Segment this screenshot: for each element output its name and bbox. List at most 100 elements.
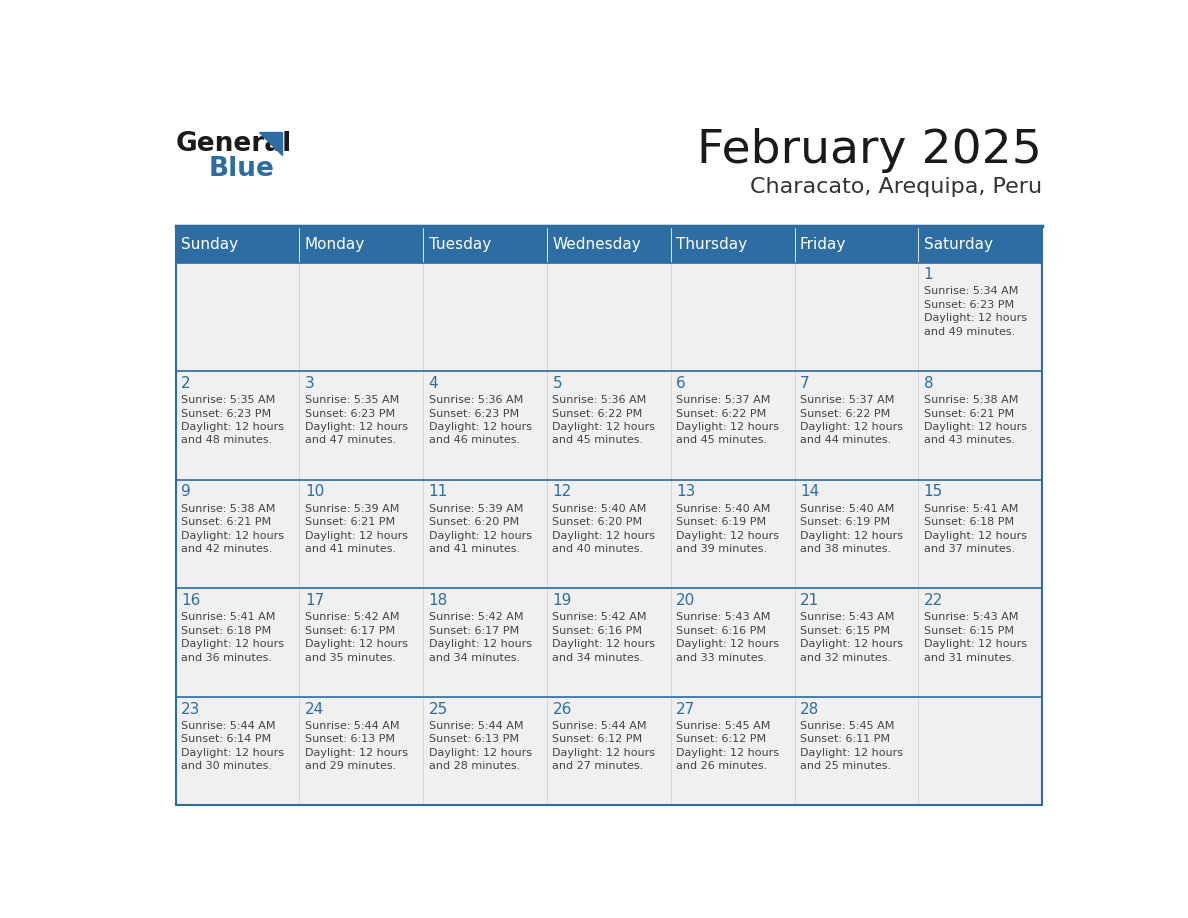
Text: and 41 minutes.: and 41 minutes. (305, 544, 396, 554)
Text: Sunset: 6:13 PM: Sunset: 6:13 PM (429, 734, 519, 744)
Text: Daylight: 12 hours: Daylight: 12 hours (305, 422, 407, 432)
Text: Sunset: 6:21 PM: Sunset: 6:21 PM (305, 517, 394, 527)
Text: Sunset: 6:19 PM: Sunset: 6:19 PM (676, 517, 766, 527)
Text: Sunset: 6:13 PM: Sunset: 6:13 PM (305, 734, 394, 744)
Text: 9: 9 (181, 485, 191, 499)
Text: Sunrise: 5:36 AM: Sunrise: 5:36 AM (552, 395, 646, 405)
Text: Daylight: 12 hours: Daylight: 12 hours (676, 531, 779, 541)
Text: Sunrise: 5:44 AM: Sunrise: 5:44 AM (552, 721, 647, 731)
FancyBboxPatch shape (176, 697, 299, 805)
Text: Daylight: 12 hours: Daylight: 12 hours (305, 531, 407, 541)
Text: and 41 minutes.: and 41 minutes. (429, 544, 519, 554)
Text: 11: 11 (429, 485, 448, 499)
Text: and 29 minutes.: and 29 minutes. (305, 761, 396, 771)
Text: Sunset: 6:15 PM: Sunset: 6:15 PM (924, 626, 1013, 635)
FancyBboxPatch shape (671, 480, 795, 588)
FancyBboxPatch shape (546, 480, 671, 588)
Text: 14: 14 (800, 485, 820, 499)
Text: Sunset: 6:11 PM: Sunset: 6:11 PM (800, 734, 890, 744)
Text: Wednesday: Wednesday (552, 237, 642, 252)
Text: Sunrise: 5:34 AM: Sunrise: 5:34 AM (924, 286, 1018, 297)
Text: Daylight: 12 hours: Daylight: 12 hours (181, 748, 284, 757)
FancyBboxPatch shape (176, 588, 299, 697)
Text: Sunrise: 5:42 AM: Sunrise: 5:42 AM (429, 612, 523, 622)
Text: Daylight: 12 hours: Daylight: 12 hours (676, 748, 779, 757)
Text: Sunrise: 5:38 AM: Sunrise: 5:38 AM (924, 395, 1018, 405)
FancyBboxPatch shape (299, 263, 423, 371)
Text: Thursday: Thursday (676, 237, 747, 252)
Text: Sunset: 6:21 PM: Sunset: 6:21 PM (924, 409, 1013, 419)
Text: Sunrise: 5:41 AM: Sunrise: 5:41 AM (181, 612, 276, 622)
Text: and 39 minutes.: and 39 minutes. (676, 544, 767, 554)
Text: and 44 minutes.: and 44 minutes. (800, 435, 891, 445)
Text: 12: 12 (552, 485, 571, 499)
Text: Sunset: 6:16 PM: Sunset: 6:16 PM (676, 626, 766, 635)
FancyBboxPatch shape (423, 226, 546, 263)
Text: and 33 minutes.: and 33 minutes. (676, 653, 767, 663)
Text: Monday: Monday (305, 237, 365, 252)
Text: Sunrise: 5:43 AM: Sunrise: 5:43 AM (800, 612, 895, 622)
FancyBboxPatch shape (423, 588, 546, 697)
Text: Daylight: 12 hours: Daylight: 12 hours (305, 748, 407, 757)
FancyBboxPatch shape (795, 226, 918, 263)
Text: 20: 20 (676, 593, 695, 608)
Text: Sunrise: 5:37 AM: Sunrise: 5:37 AM (800, 395, 895, 405)
Text: 5: 5 (552, 375, 562, 391)
Text: Sunrise: 5:40 AM: Sunrise: 5:40 AM (552, 504, 646, 514)
Text: and 45 minutes.: and 45 minutes. (676, 435, 767, 445)
Text: Daylight: 12 hours: Daylight: 12 hours (181, 639, 284, 649)
Text: Friday: Friday (800, 237, 846, 252)
Text: 18: 18 (429, 593, 448, 608)
FancyBboxPatch shape (671, 226, 795, 263)
Text: Saturday: Saturday (924, 237, 993, 252)
Text: and 46 minutes.: and 46 minutes. (429, 435, 519, 445)
Text: Sunset: 6:23 PM: Sunset: 6:23 PM (924, 300, 1013, 310)
Text: Sunrise: 5:36 AM: Sunrise: 5:36 AM (429, 395, 523, 405)
Text: Daylight: 12 hours: Daylight: 12 hours (181, 531, 284, 541)
FancyBboxPatch shape (546, 371, 671, 480)
Text: Sunset: 6:23 PM: Sunset: 6:23 PM (181, 409, 271, 419)
Text: and 27 minutes.: and 27 minutes. (552, 761, 644, 771)
Text: and 45 minutes.: and 45 minutes. (552, 435, 644, 445)
FancyBboxPatch shape (918, 588, 1042, 697)
Text: 7: 7 (800, 375, 809, 391)
Text: 6: 6 (676, 375, 685, 391)
Text: Daylight: 12 hours: Daylight: 12 hours (800, 748, 903, 757)
FancyBboxPatch shape (795, 371, 918, 480)
Text: Sunset: 6:17 PM: Sunset: 6:17 PM (305, 626, 394, 635)
FancyBboxPatch shape (176, 371, 299, 480)
Text: General: General (176, 131, 292, 157)
FancyBboxPatch shape (176, 263, 299, 371)
FancyBboxPatch shape (918, 226, 1042, 263)
Text: Daylight: 12 hours: Daylight: 12 hours (924, 639, 1026, 649)
Text: 19: 19 (552, 593, 571, 608)
Text: Sunrise: 5:40 AM: Sunrise: 5:40 AM (676, 504, 771, 514)
Text: Daylight: 12 hours: Daylight: 12 hours (676, 639, 779, 649)
Text: Daylight: 12 hours: Daylight: 12 hours (429, 639, 531, 649)
FancyBboxPatch shape (795, 480, 918, 588)
Text: and 49 minutes.: and 49 minutes. (924, 327, 1015, 337)
Text: Daylight: 12 hours: Daylight: 12 hours (924, 531, 1026, 541)
Text: 24: 24 (305, 701, 324, 717)
Text: and 43 minutes.: and 43 minutes. (924, 435, 1015, 445)
Text: Sunset: 6:17 PM: Sunset: 6:17 PM (429, 626, 519, 635)
FancyBboxPatch shape (299, 371, 423, 480)
FancyBboxPatch shape (671, 263, 795, 371)
Text: Sunrise: 5:44 AM: Sunrise: 5:44 AM (181, 721, 276, 731)
Text: Daylight: 12 hours: Daylight: 12 hours (924, 313, 1026, 323)
Text: 23: 23 (181, 701, 201, 717)
FancyBboxPatch shape (423, 263, 546, 371)
Text: Blue: Blue (208, 155, 274, 182)
FancyBboxPatch shape (176, 226, 299, 263)
Text: 26: 26 (552, 701, 571, 717)
Text: and 31 minutes.: and 31 minutes. (924, 653, 1015, 663)
Text: and 38 minutes.: and 38 minutes. (800, 544, 891, 554)
FancyBboxPatch shape (546, 226, 671, 263)
Text: and 48 minutes.: and 48 minutes. (181, 435, 272, 445)
Text: Sunset: 6:21 PM: Sunset: 6:21 PM (181, 517, 271, 527)
Text: Sunset: 6:14 PM: Sunset: 6:14 PM (181, 734, 271, 744)
Text: and 36 minutes.: and 36 minutes. (181, 653, 272, 663)
Text: Daylight: 12 hours: Daylight: 12 hours (800, 422, 903, 432)
Text: Sunrise: 5:45 AM: Sunrise: 5:45 AM (800, 721, 895, 731)
FancyBboxPatch shape (671, 697, 795, 805)
